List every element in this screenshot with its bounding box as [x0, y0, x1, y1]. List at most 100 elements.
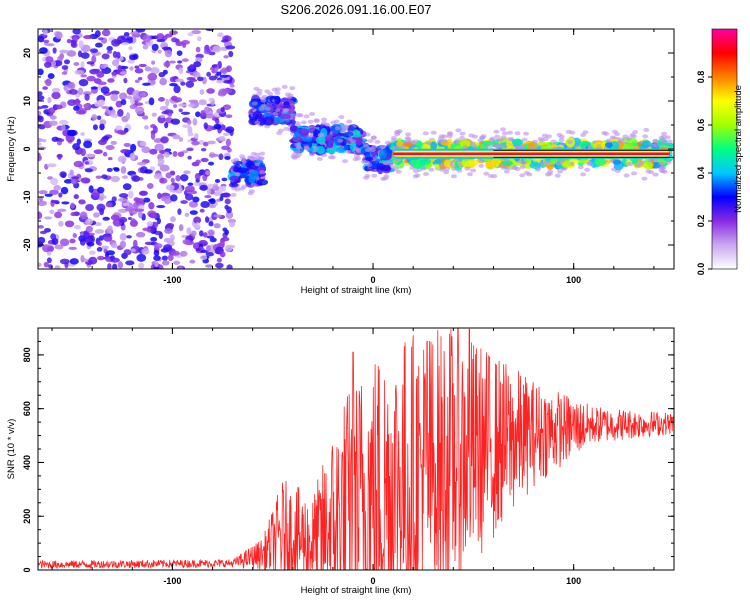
spectrogram-blob — [218, 153, 224, 161]
spectrogram-blob — [96, 115, 102, 121]
spectrogram-blob — [149, 148, 158, 155]
spectrogram-blob — [187, 182, 194, 186]
spectrogram-blob — [164, 122, 169, 129]
spectrogram-blob — [450, 164, 457, 169]
spectrogram-blob — [213, 223, 221, 229]
spectrogram-blob — [172, 134, 181, 140]
spectrogram-blob — [506, 141, 514, 148]
spectrogram-blob — [71, 176, 80, 180]
spectrogram-blob — [163, 61, 171, 68]
spectrogram-blob — [173, 97, 183, 103]
spectrogram-blob — [128, 54, 138, 61]
spectrogram-blob — [558, 138, 565, 143]
spectrogram-blob — [197, 76, 204, 82]
spectrogram-blob — [80, 74, 87, 78]
spectrogram-blob — [115, 125, 123, 132]
spectrogram-blob — [523, 131, 530, 136]
spectrogram-blob — [230, 159, 237, 164]
spectrogram-blob — [117, 261, 124, 269]
spectrogram-blob — [126, 95, 133, 100]
spectrogram-blob — [652, 143, 659, 148]
spectrogram-blob — [135, 106, 145, 115]
spectrogram-blob — [459, 139, 471, 149]
spectrogram-blob — [112, 263, 118, 269]
spectrogram-blob — [157, 49, 162, 54]
spectrogram-blob — [272, 111, 279, 116]
spectrogram-blob — [42, 138, 47, 143]
spectrogram-blob — [61, 71, 68, 75]
spectrogram-blob — [194, 172, 201, 180]
spectrogram-blob — [97, 81, 107, 86]
spectrogram-blob — [520, 160, 527, 165]
spectrogram-blob — [267, 91, 274, 96]
spectrogram-blob — [43, 39, 50, 44]
spectrogram-blob — [142, 227, 152, 232]
spectrogram-blob — [135, 231, 146, 238]
spectrogram-blob — [135, 29, 146, 33]
spectrogram-blob — [434, 159, 442, 165]
spectrogram-blob — [65, 134, 75, 143]
spectrogram-blob — [97, 255, 105, 261]
spectrogram-blob — [139, 92, 147, 97]
spectrogram-blob — [89, 250, 96, 255]
spectrogram-blob — [84, 161, 90, 165]
spectrogram-blob — [92, 68, 101, 73]
spectrogram-blob — [163, 151, 170, 158]
spectrogram-blob — [70, 212, 77, 217]
spectrogram-blob — [64, 59, 71, 65]
spectrogram-blob — [219, 239, 225, 247]
spectrogram-blob — [257, 156, 264, 161]
spectrogram-blob — [38, 138, 44, 143]
spectrogram-blob — [208, 97, 214, 102]
spectrogram-blob — [231, 186, 238, 191]
spectrogram-blob — [118, 216, 128, 223]
spectrogram-blob — [174, 78, 184, 83]
spectrogram-blob — [85, 153, 96, 158]
spectrogram-blob — [605, 138, 612, 143]
spectrogram-blob — [337, 138, 344, 143]
spectrogram-blob — [521, 137, 528, 142]
spectrogram-blob — [182, 239, 191, 245]
spectrogram-blob — [103, 234, 113, 242]
spectrogram-blob — [483, 171, 490, 176]
spectrogram-blob — [652, 139, 659, 144]
spectrogram-blob — [86, 241, 95, 247]
spectrogram-blob — [260, 103, 267, 108]
figure-title: S206.2026.091.16.00.E07 — [280, 2, 431, 17]
spectrogram-blob — [519, 173, 526, 178]
spectrogram-blob — [152, 125, 158, 134]
spectrogram-blob — [344, 131, 354, 137]
spectrogram-blob — [419, 158, 432, 165]
spectrogram-blob — [188, 103, 195, 108]
spectrogram-blob — [45, 78, 52, 87]
spectrogram-blob — [54, 265, 61, 269]
spectrogram-blob — [178, 103, 187, 107]
spectrogram-blob — [113, 167, 120, 172]
spectrogram-blob — [601, 130, 608, 135]
spectrogram-blob — [641, 140, 652, 148]
spectrogram-blob — [74, 98, 81, 107]
spectrogram-blob — [157, 158, 165, 165]
spectrogram-blob — [117, 65, 122, 73]
spectrogram-blob — [214, 118, 220, 124]
spectrogram-blob — [215, 262, 224, 269]
spectrogram-blob — [95, 42, 103, 48]
spectrogram-blob — [229, 221, 236, 228]
spectrogram-blob — [41, 244, 51, 248]
spectrogram-blob — [371, 144, 378, 149]
spectrogram-blob — [219, 251, 226, 258]
spectrogram-blob — [396, 140, 404, 148]
spectrogram-blob — [78, 235, 86, 242]
spectrogram-blob — [195, 221, 200, 229]
spectrogram-blob — [123, 31, 130, 37]
spectrogram-blob — [220, 106, 225, 112]
spectrogram-blob — [91, 114, 98, 121]
spectrogram-blob — [584, 167, 591, 172]
spectrogram-blob — [105, 144, 115, 151]
spectrogram-blob — [565, 129, 572, 134]
spectrogram-blob — [412, 169, 419, 174]
spectrogram-blob — [101, 245, 110, 250]
spectrogram-blob — [187, 155, 192, 160]
spectrogram-blob — [133, 197, 140, 202]
